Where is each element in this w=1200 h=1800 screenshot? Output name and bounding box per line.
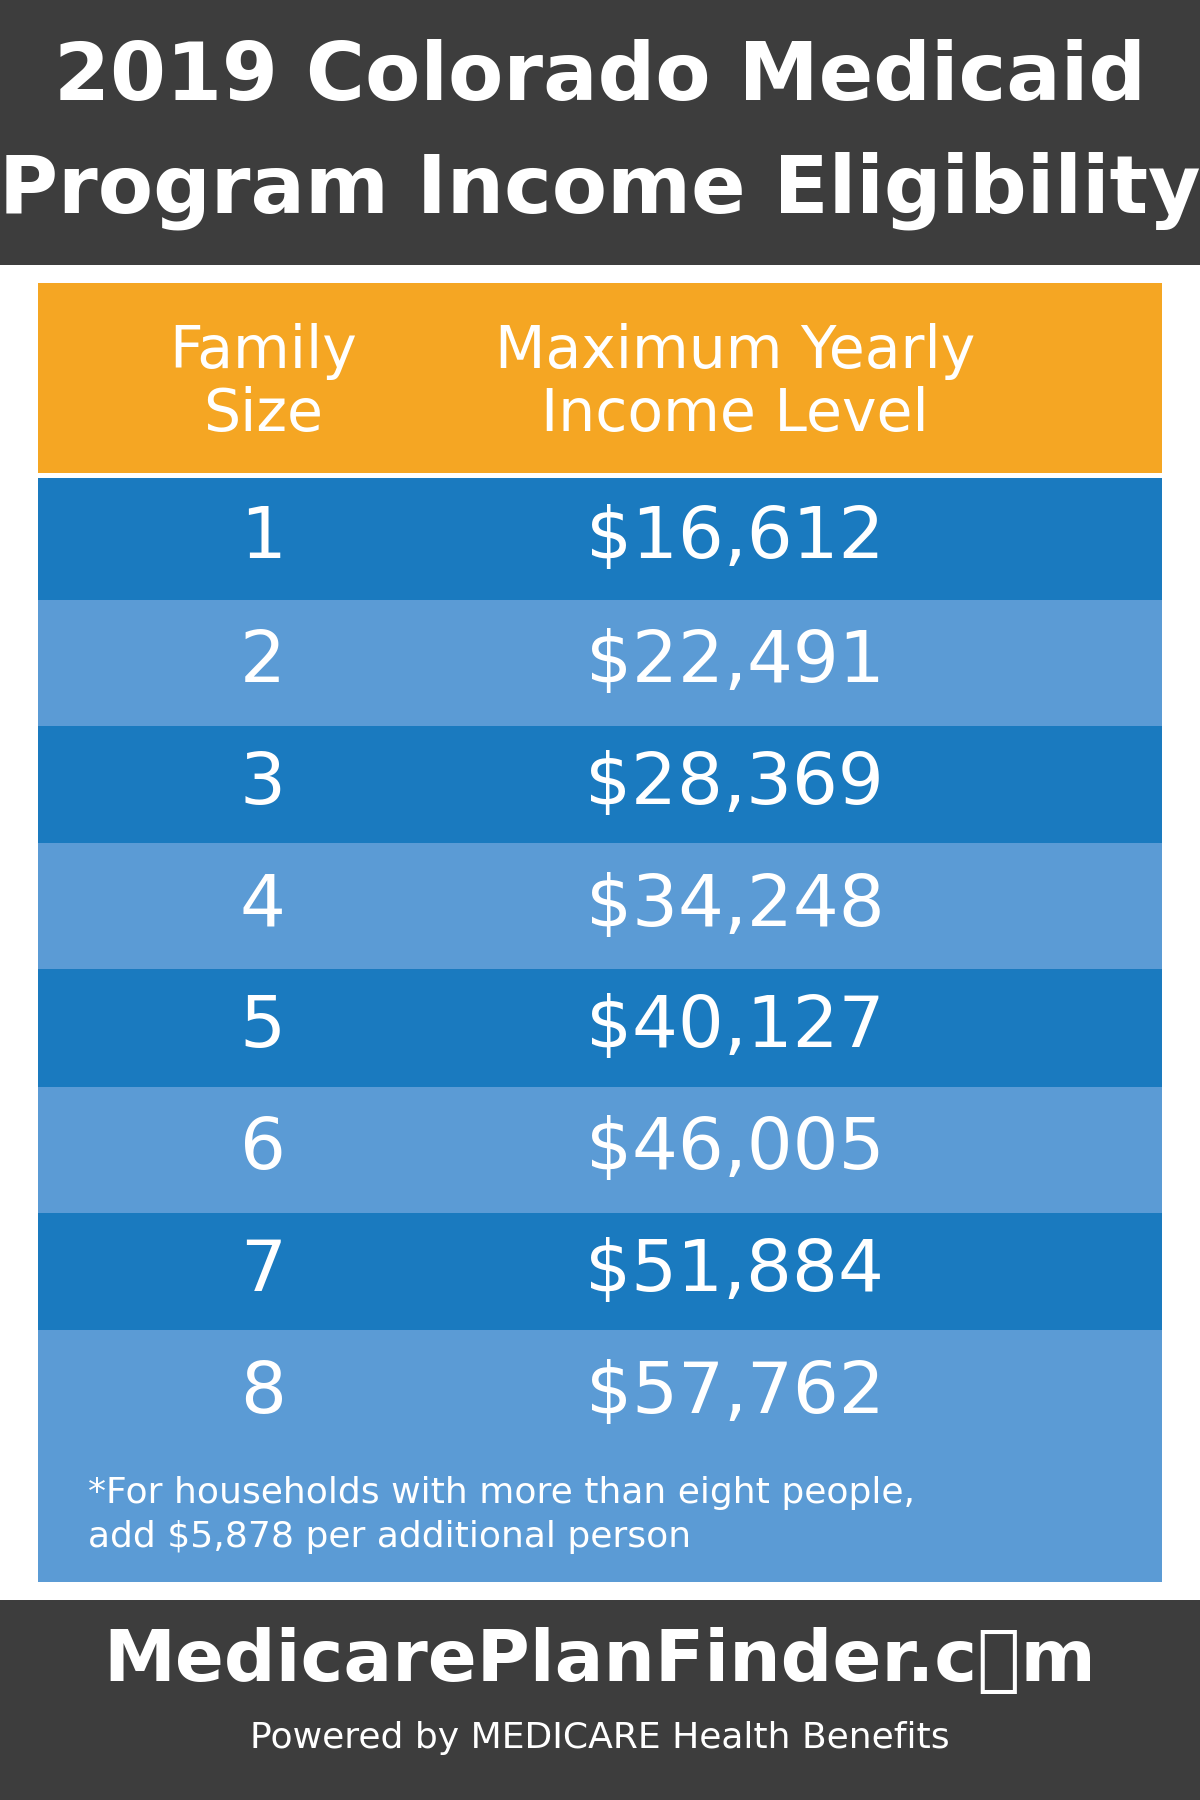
Text: Powered by MEDICARE Health Benefits: Powered by MEDICARE Health Benefits [250,1721,950,1755]
Bar [38,293,1162,473]
Text: Size: Size [203,387,323,443]
Text: 2019 Colorado Medicaid: 2019 Colorado Medicaid [54,38,1146,117]
Bar [38,473,1162,479]
Bar [38,283,1162,293]
Bar [38,1447,1162,1582]
Text: $16,612: $16,612 [586,504,884,574]
Text: $40,127: $40,127 [586,994,884,1062]
Bar [0,1600,1200,1800]
Text: *For households with more than eight people,: *For households with more than eight peo… [88,1476,916,1510]
Text: 6: 6 [240,1116,286,1184]
Text: $51,884: $51,884 [586,1237,884,1305]
Bar [38,1213,1162,1330]
Bar [0,1582,1200,1600]
Bar [38,283,1162,1582]
Bar [38,479,1162,599]
Bar [38,848,1162,965]
Text: MedicarePlanFinder.cⓄm: MedicarePlanFinder.cⓄm [103,1627,1097,1696]
Text: $34,248: $34,248 [586,871,884,941]
Text: 1: 1 [240,504,286,574]
Text: 3: 3 [240,751,286,819]
Bar [38,725,1162,842]
Text: 8: 8 [240,1359,286,1427]
Bar [38,1334,1162,1453]
Bar [38,1091,1162,1208]
Bar [0,265,1200,283]
Bar [0,0,1200,265]
Text: $22,491: $22,491 [586,628,884,697]
Text: add $5,878 per additional person: add $5,878 per additional person [88,1519,691,1553]
Text: Program Income Eligibility: Program Income Eligibility [0,151,1200,230]
Bar [38,603,1162,722]
Text: 2: 2 [240,628,286,697]
Bar [38,968,1162,1087]
Text: $46,005: $46,005 [586,1116,884,1184]
Text: 4: 4 [240,871,286,941]
Text: $57,762: $57,762 [586,1359,884,1427]
Text: 7: 7 [240,1237,286,1305]
Text: 5: 5 [240,994,286,1062]
Text: Income Level: Income Level [541,387,929,443]
Text: Maximum Yearly: Maximum Yearly [494,322,976,380]
Text: $28,369: $28,369 [586,751,884,819]
Text: Family: Family [169,322,356,380]
